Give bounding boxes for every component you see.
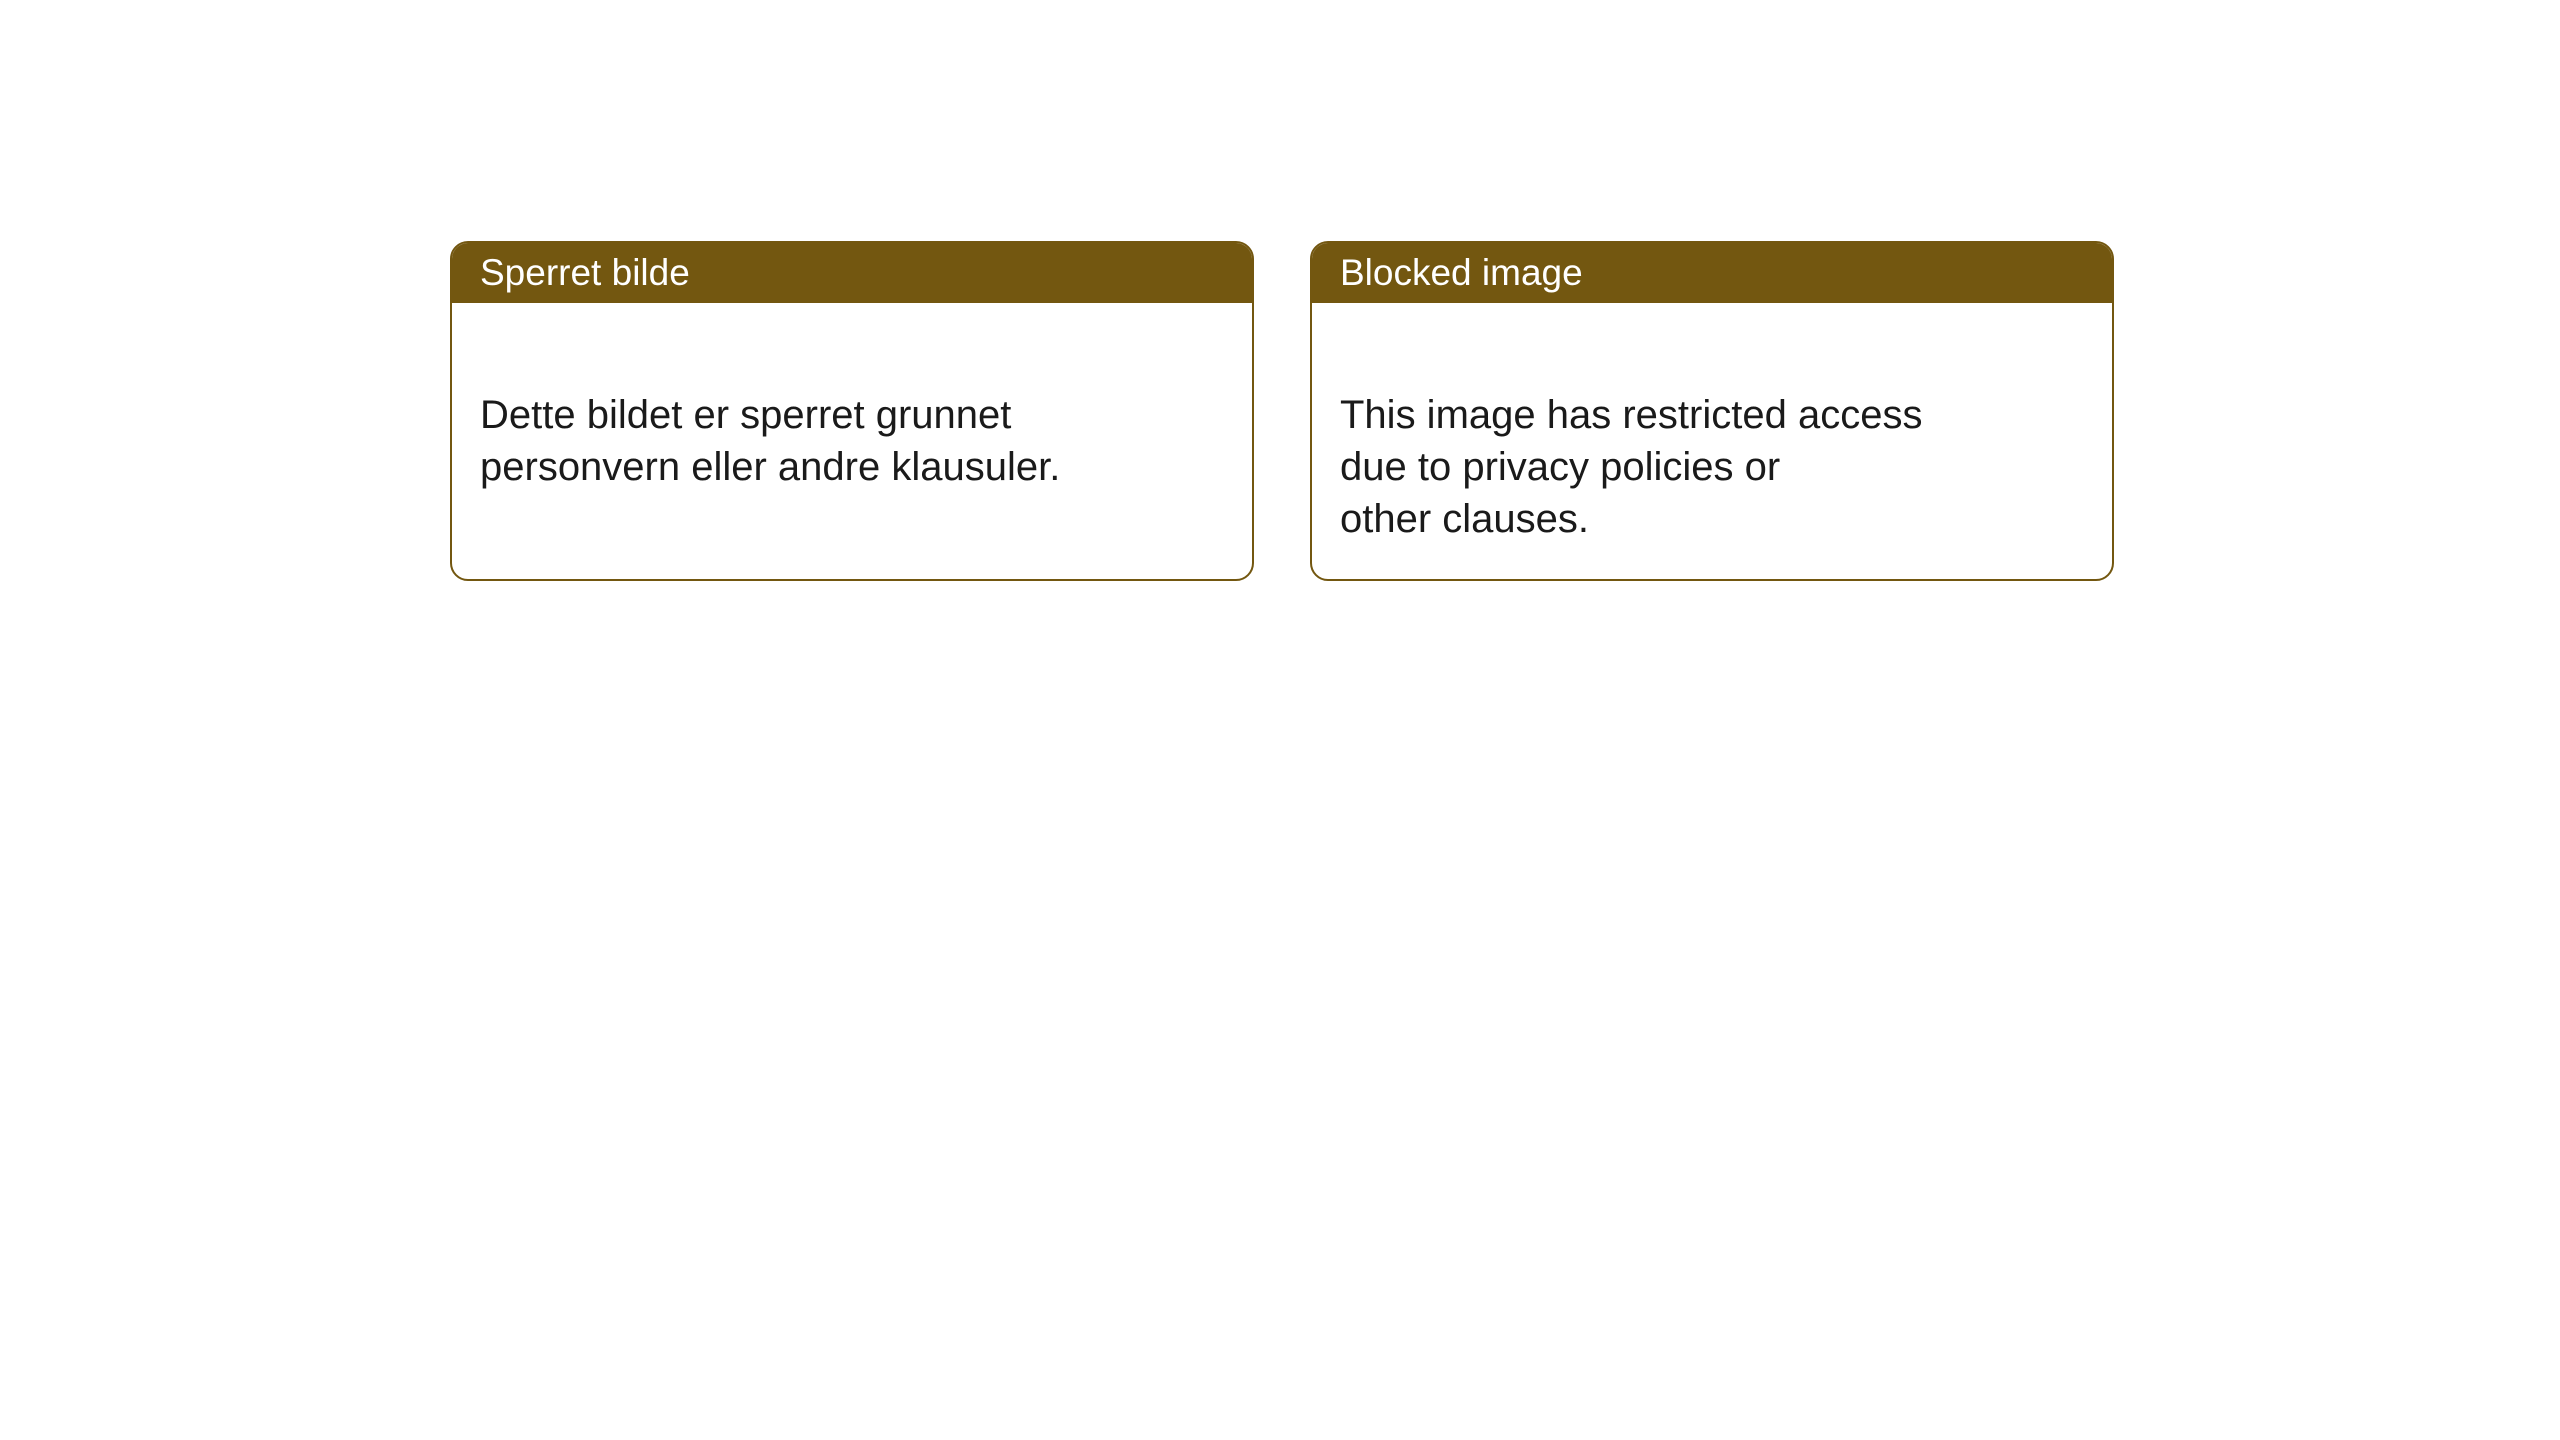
- notice-title: Sperret bilde: [480, 252, 690, 294]
- notice-card-english: Blocked image This image has restricted …: [1310, 241, 2114, 581]
- notice-header-english: Blocked image: [1312, 243, 2112, 303]
- notice-body-text: Dette bildet er sperret grunnet personve…: [480, 393, 1060, 489]
- notice-title: Blocked image: [1340, 252, 1583, 294]
- notice-cards-container: Sperret bilde Dette bildet er sperret gr…: [450, 241, 2114, 581]
- notice-body-text: This image has restricted access due to …: [1340, 393, 1922, 541]
- notice-card-norwegian: Sperret bilde Dette bildet er sperret gr…: [450, 241, 1254, 581]
- notice-body-norwegian: Dette bildet er sperret grunnet personve…: [452, 303, 1252, 527]
- notice-body-english: This image has restricted access due to …: [1312, 303, 2112, 579]
- notice-header-norwegian: Sperret bilde: [452, 243, 1252, 303]
